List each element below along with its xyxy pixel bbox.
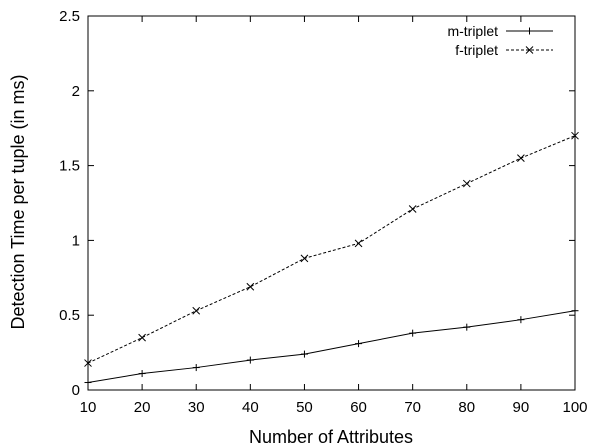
data-point-m-triplet [463,323,471,331]
data-point-m-triplet [517,316,525,324]
y-tick-label: 1.5 [59,158,80,175]
plot-area [87,15,576,391]
data-point-m-triplet [138,370,146,378]
data-point-m-triplet [300,350,308,358]
x-tick-label: 80 [458,399,475,416]
data-point-m-triplet [409,329,417,337]
data-point-f-triplet [84,359,92,367]
legend-item-m-triplet: m-triplet [447,23,553,39]
legend-label: f-triplet [455,42,498,58]
legend: m-triplet f-triplet [447,23,553,58]
legend-marker [525,46,534,54]
y-tick-label: 2.5 [59,8,80,25]
data-point-m-triplet [571,307,579,315]
data-point-m-triplet [192,364,200,372]
plot-frame [87,15,576,391]
y-axis-title: Detection Time per tuple (in ms) [8,74,28,329]
data-point-m-triplet [355,340,363,348]
data-point-f-triplet [408,205,417,213]
x-tick-label: 60 [350,399,367,416]
axis-ticks: 0 0.5 1 1.5 2 2.5 10 20 30 40 50 60 70 80 90 100 [59,8,587,416]
legend-item-f-triplet: f-triplet [455,42,553,58]
x-tick-label: 90 [513,399,530,416]
x-tick-label: 20 [134,399,151,416]
data-point-f-triplet [246,282,255,291]
y-tick-label: 2 [72,83,80,100]
data-point-f-triplet [192,306,201,315]
x-tick-label: 10 [80,399,97,416]
data-point-m-triplet [84,379,92,387]
data-point-f-triplet [462,179,471,188]
data-series [84,131,579,387]
x-axis-title: Number of Attributes [249,427,413,447]
y-tick-label: 1 [72,232,80,249]
x-tick-label: 50 [296,399,313,416]
y-tick-label: 0 [72,382,80,399]
x-tick-label: 100 [562,399,587,416]
y-tick-label: 0.5 [59,307,80,324]
data-point-f-triplet [354,239,363,248]
legend-label: m-triplet [447,23,498,39]
data-point-f-triplet [517,154,525,162]
x-tick-label: 30 [188,399,205,416]
legend-marker [526,27,533,35]
data-point-f-triplet [138,333,146,342]
data-point-f-triplet [571,131,579,140]
series-line-f-triplet [87,135,576,364]
x-tick-label: 40 [242,399,259,416]
data-point-m-triplet [246,356,254,364]
series-m-triplet [84,307,579,387]
x-tick-label: 70 [404,399,421,416]
series-f-triplet [84,131,579,367]
series-line-m-triplet [87,310,576,384]
data-point-f-triplet [300,254,309,263]
